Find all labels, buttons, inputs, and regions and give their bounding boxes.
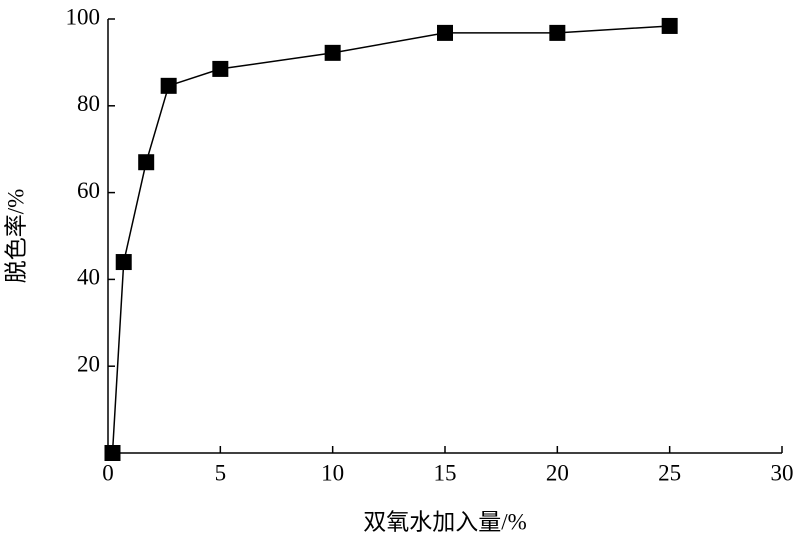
marker [115,254,132,271]
x-axis-label: 双氧水加入量/% [363,509,527,534]
marker [437,24,453,41]
y-tick-label: 40 [77,265,100,290]
y-tick-label: 100 [66,4,101,29]
x-tick-label: 5 [215,460,227,485]
y-tick-label: 20 [77,351,100,376]
marker [104,445,121,461]
x-tick-label: 0 [102,460,114,485]
y-tick-label: 80 [77,91,100,116]
x-tick-label: 15 [434,460,457,485]
x-tick-label: 25 [658,460,681,485]
marker [549,24,566,41]
x-tick-label: 30 [771,460,794,485]
marker [138,154,155,171]
x-tick-label: 10 [321,460,344,485]
series-line [111,25,670,454]
marker [324,44,341,61]
x-tick-label: 20 [546,460,569,485]
marker [212,60,229,77]
y-axis-label: 脱色率/% [3,189,28,284]
marker [160,77,177,94]
y-tick-label: 60 [77,178,100,203]
marker [661,17,678,34]
